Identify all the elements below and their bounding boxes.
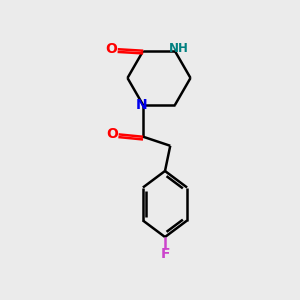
Text: N: N [136,98,148,112]
Text: O: O [105,42,117,56]
Text: F: F [160,247,170,260]
Text: O: O [106,127,118,141]
Text: NH: NH [168,42,188,55]
